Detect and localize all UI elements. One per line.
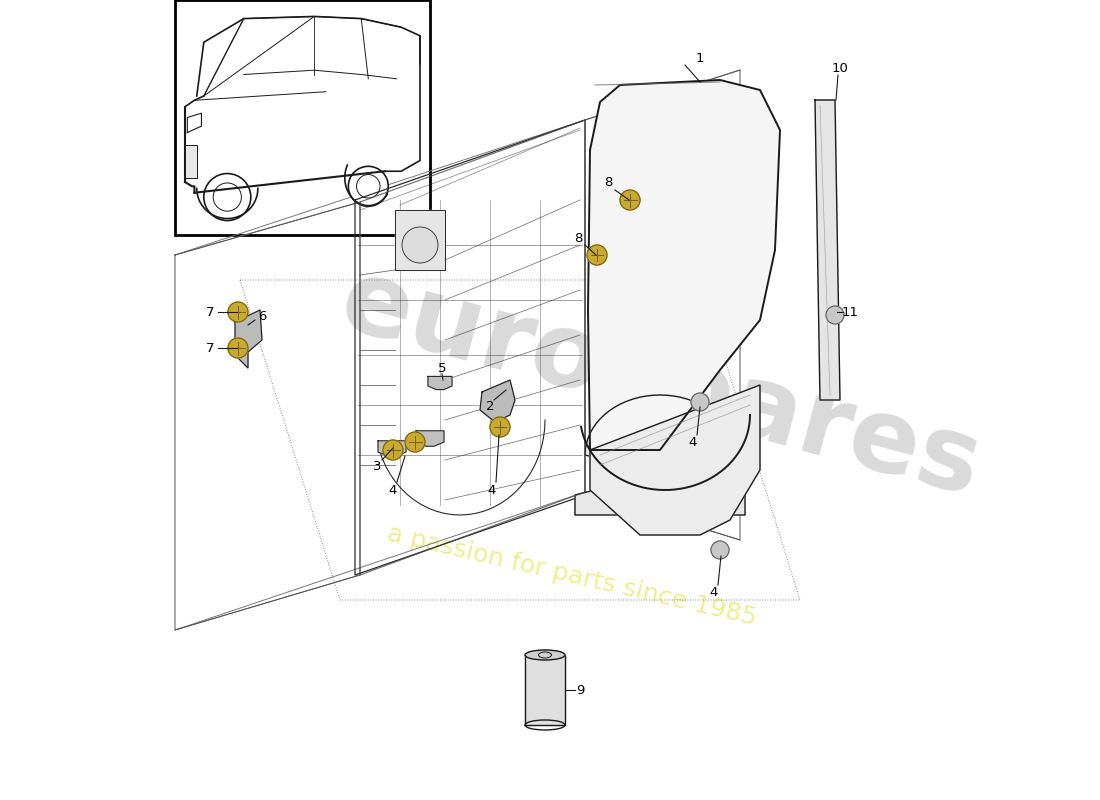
Circle shape [349, 166, 388, 206]
Circle shape [620, 190, 640, 210]
Circle shape [228, 338, 248, 358]
Polygon shape [428, 377, 452, 390]
Polygon shape [575, 395, 745, 515]
Circle shape [383, 440, 403, 460]
Text: 1: 1 [695, 51, 704, 65]
Polygon shape [187, 114, 201, 133]
Text: 7: 7 [206, 342, 214, 354]
Text: 5: 5 [438, 362, 447, 374]
Text: 4: 4 [388, 483, 397, 497]
Polygon shape [395, 210, 446, 270]
Text: 9: 9 [575, 683, 584, 697]
Circle shape [490, 417, 510, 437]
Circle shape [711, 541, 729, 559]
Text: 11: 11 [842, 306, 858, 318]
Text: 3: 3 [373, 461, 382, 474]
Circle shape [691, 393, 710, 411]
Polygon shape [815, 100, 840, 400]
Text: 7: 7 [206, 306, 214, 318]
Polygon shape [590, 385, 760, 535]
Polygon shape [588, 80, 780, 450]
Circle shape [587, 245, 607, 265]
Polygon shape [235, 310, 262, 368]
Circle shape [204, 174, 251, 221]
Polygon shape [525, 655, 565, 725]
Bar [175, 0, 430, 235]
Text: 2: 2 [486, 401, 494, 414]
Text: 8: 8 [604, 175, 613, 189]
Circle shape [228, 302, 248, 322]
Text: 6: 6 [257, 310, 266, 323]
Ellipse shape [525, 650, 565, 660]
Polygon shape [480, 380, 515, 422]
Polygon shape [378, 441, 406, 456]
Polygon shape [416, 430, 444, 446]
Text: 10: 10 [832, 62, 848, 74]
Text: 4: 4 [710, 586, 718, 598]
Text: eurospares: eurospares [329, 250, 991, 518]
Text: a passion for parts since 1985: a passion for parts since 1985 [385, 522, 759, 630]
Text: 4: 4 [689, 435, 697, 449]
Text: 8: 8 [574, 231, 582, 245]
Text: 4: 4 [487, 483, 496, 497]
Circle shape [402, 227, 438, 263]
Circle shape [826, 306, 844, 324]
FancyBboxPatch shape [185, 146, 197, 178]
Circle shape [405, 432, 425, 452]
